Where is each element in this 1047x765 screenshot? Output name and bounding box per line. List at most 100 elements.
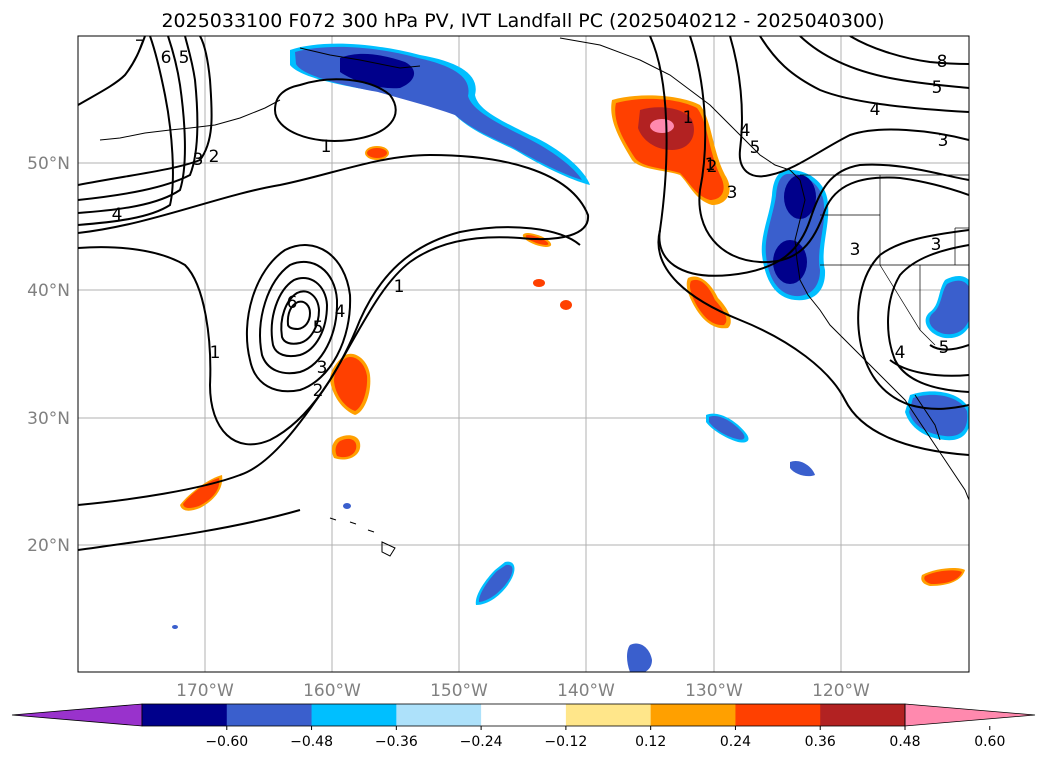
lat-label-40n: 40°N xyxy=(27,281,70,301)
pv-contour-1-south xyxy=(78,509,301,551)
pv-contour-1-alaska xyxy=(273,78,397,142)
colorbar-tick-label: −0.24 xyxy=(460,734,503,750)
colorbar-extend-max xyxy=(904,703,1036,727)
contour-labels: 7 6 5 4 3 2 1 1 1 1 2 3 4 5 6 1 2 3 4 5 xyxy=(112,37,950,401)
contour-label-1-coast: 1 xyxy=(705,155,716,175)
colorbar-segment xyxy=(311,704,397,726)
contour-label-4-ne: 4 xyxy=(870,100,881,120)
colorbar-tick-label: 0.48 xyxy=(889,734,920,750)
colorbar-tick-label: −0.60 xyxy=(205,734,248,750)
pv-contour-east-8 xyxy=(849,36,969,65)
alaska-coast-1 xyxy=(299,47,421,69)
contour-label-7: 7 xyxy=(135,37,146,57)
lon-label-140w: 140°W xyxy=(557,681,615,701)
aleutian-islands xyxy=(99,99,281,141)
colorbar-extend-min xyxy=(11,703,143,727)
pv-contour-east-4 xyxy=(759,36,969,113)
gridlines xyxy=(78,36,969,672)
colorbar-segments xyxy=(11,703,1036,727)
ivt-neg-subtrop-2 xyxy=(790,460,815,477)
contour-label-5-sw: 5 xyxy=(939,338,950,358)
pv-contour-east-1 xyxy=(649,36,969,277)
ivt-neg-subtrop-3 xyxy=(478,564,513,602)
pv-contour-west-1 xyxy=(78,36,213,186)
baja-coast xyxy=(914,394,941,441)
colorbar-segment xyxy=(820,704,906,726)
colorbar-segment xyxy=(650,704,736,726)
pv-contour-3 xyxy=(259,260,339,375)
ivt-pos-small-3 xyxy=(560,300,572,310)
pv-contour-subtrop xyxy=(657,229,969,456)
colorbar-tick-label: −0.36 xyxy=(375,734,418,750)
colorbar-segment xyxy=(396,704,482,726)
contour-label-2-bc: 2 xyxy=(707,157,718,177)
pv-contour-5 xyxy=(280,290,321,345)
contour-label-3: 3 xyxy=(193,150,204,170)
contour-label-4-bc: 4 xyxy=(740,121,751,141)
colorbar: −0.60 −0.48 −0.36 −0.24 −0.12 0.12 0.24 0.36 0.4… xyxy=(11,703,1036,750)
pv-contour-east-2 xyxy=(689,36,969,264)
ivt-pc-fill xyxy=(172,43,969,672)
lon-label-120w: 120°W xyxy=(812,681,870,701)
ivt-neg-dot-1 xyxy=(343,503,351,509)
hawaii-islands xyxy=(329,517,396,557)
colorbar-frame xyxy=(141,703,906,727)
contour-label-3-sw: 3 xyxy=(931,235,942,255)
contour-label-6: 6 xyxy=(161,48,172,68)
pv-contour-west-3 xyxy=(78,36,186,214)
pv-contour-2 xyxy=(246,244,352,393)
pv-contour-west-4 xyxy=(78,36,174,226)
ivt-neg-pnw-core-1 xyxy=(784,175,816,219)
map-frame xyxy=(77,35,970,673)
contour-label-2: 2 xyxy=(209,147,220,167)
ivt-neg-baja xyxy=(909,394,968,437)
lon-label-130w: 130°W xyxy=(685,681,743,701)
ivt-neg-nevada xyxy=(929,280,969,335)
contour-label-4-center: 4 xyxy=(335,302,346,322)
colorbar-tick-label: −0.12 xyxy=(544,734,587,750)
map-panel: 7 6 5 4 3 2 1 1 1 1 2 3 4 5 6 1 2 3 4 5 xyxy=(27,35,970,701)
colorbar-tick-label: 0.36 xyxy=(805,734,836,750)
colorbar-ticks: −0.60 −0.48 −0.36 −0.24 −0.12 0.12 0.24 0.36 0.4… xyxy=(205,726,1005,750)
ivt-pos-subtropical xyxy=(183,478,220,509)
colorbar-segment xyxy=(735,704,821,726)
colorbar-segment xyxy=(565,704,652,726)
colorbar-segment xyxy=(226,704,313,726)
ivt-neg-subtrop-4 xyxy=(627,643,652,672)
lon-label-160w: 160°W xyxy=(303,681,361,701)
pv-contour-sw-4 xyxy=(889,359,969,377)
pv-contour-1-outer xyxy=(78,153,590,506)
lat-label-50n: 50°N xyxy=(27,154,70,174)
contour-label-1-west: 1 xyxy=(210,343,221,363)
colorbar-tick-label: −0.48 xyxy=(290,734,333,750)
colorbar-segment xyxy=(142,704,228,726)
figure-title: 2025033100 F072 300 hPa PV, IVT Landfall… xyxy=(161,10,884,32)
contour-label-5-center: 5 xyxy=(313,318,324,338)
map-content: 7 6 5 4 3 2 1 1 1 1 2 3 4 5 6 1 2 3 4 5 xyxy=(78,36,969,672)
contour-label-5-bc: 5 xyxy=(750,138,761,158)
ivt-neg-gulf-alaska-core xyxy=(340,53,415,89)
pv-contour-4 xyxy=(270,277,329,358)
lat-label-20n: 20°N xyxy=(27,536,70,556)
colorbar-segment xyxy=(481,704,567,726)
contour-label-1-east: 1 xyxy=(394,277,405,297)
ivt-pos-bc-max xyxy=(650,119,674,133)
pv-contour-sw-3 xyxy=(929,344,969,351)
pv-contour-west-2 xyxy=(78,36,199,201)
ivt-pos-central-1 xyxy=(334,357,368,411)
ivt-neg-dot-2 xyxy=(172,625,178,629)
contour-label-3-center: 3 xyxy=(317,358,328,378)
contour-label-6-center: 6 xyxy=(287,293,298,313)
contour-label-3-bc: 3 xyxy=(727,183,738,203)
ivt-pos-offshore-core xyxy=(689,279,727,326)
ivt-pos-central-2 xyxy=(335,438,357,458)
pv-contour-1-inner xyxy=(78,226,581,446)
ivt-pos-mexico xyxy=(924,570,962,584)
lon-label-150w: 150°W xyxy=(430,681,488,701)
ivt-neg-subtrop-1 xyxy=(709,416,745,440)
lon-label-170w: 170°W xyxy=(176,681,234,701)
contour-label-8-ne: 8 xyxy=(937,52,948,72)
colorbar-tick-label: 0.12 xyxy=(635,734,666,750)
coastlines xyxy=(99,37,969,557)
